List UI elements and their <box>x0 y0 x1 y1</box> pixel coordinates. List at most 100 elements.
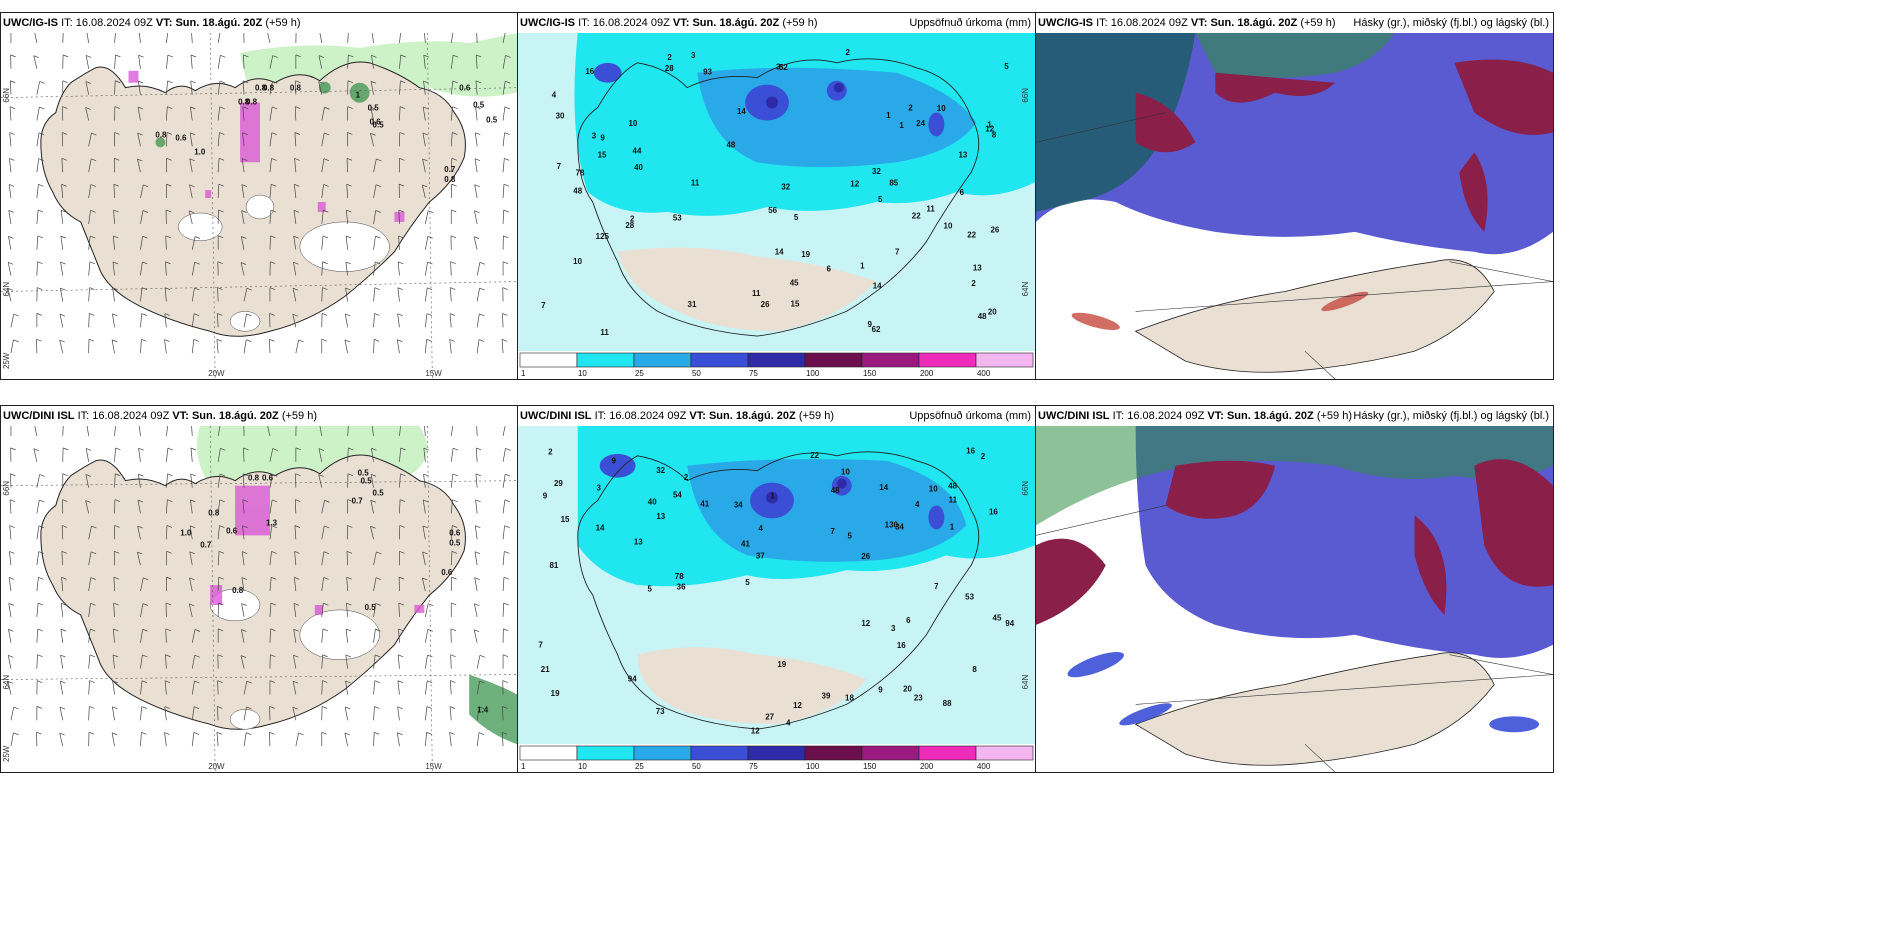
wind-barb <box>397 261 400 276</box>
wind-barb <box>140 732 142 747</box>
wind-barb-flag <box>112 654 119 658</box>
wind-barb <box>397 313 400 328</box>
wind-barb <box>399 33 401 43</box>
glacier <box>299 609 380 660</box>
precip-value: 34 <box>734 501 743 510</box>
wind-barb-flag <box>113 628 119 632</box>
wind-barb-flag <box>476 54 482 58</box>
wind-barb <box>140 339 142 354</box>
wind-barb <box>191 655 196 669</box>
wind-barb-flag <box>194 287 200 291</box>
wind-barb <box>164 706 167 721</box>
wind-barb-flag <box>62 447 69 451</box>
colorbar-label: 25 <box>635 369 644 378</box>
wind-barb-flag <box>293 654 299 658</box>
map-area <box>1036 33 1553 379</box>
colorbar-label: 25 <box>635 762 644 771</box>
precip-value: 2 <box>548 447 553 456</box>
wind-barb-flag <box>318 448 325 451</box>
wind-barb <box>191 732 195 747</box>
wind-barb <box>502 209 505 224</box>
wind-barb-flag <box>10 54 16 58</box>
wind-barb-flag <box>189 577 195 581</box>
wind-barb-flag <box>166 183 172 187</box>
wind-barb-flag <box>473 629 480 632</box>
precip-value: 48 <box>948 482 957 491</box>
precip-value: 3 <box>776 62 781 71</box>
precip-value: 45 <box>790 279 799 288</box>
wind-barb-flag <box>371 54 377 58</box>
colorbar: 1 10 25 50 75 100 150 200 400 <box>518 351 1035 379</box>
wind-barb <box>243 339 247 354</box>
wind-barb <box>88 133 92 147</box>
wind-barb <box>88 158 92 173</box>
wind-barb-flag <box>502 261 509 264</box>
wind-barb-flag <box>322 654 328 658</box>
wind-barb-flag <box>220 447 226 451</box>
precip-value: 1.3 <box>266 518 278 527</box>
precip-value: 30 <box>556 112 565 121</box>
wind-barb-flag <box>241 629 247 632</box>
wind-barb-flag <box>502 680 508 683</box>
wind-barb <box>294 132 297 147</box>
wind-barb <box>86 33 90 43</box>
wind-barb-flag <box>423 106 429 110</box>
precip-peak <box>766 478 847 504</box>
wind-barb-flag <box>475 473 482 477</box>
wind-barb <box>140 680 143 695</box>
wind-barb <box>321 287 323 302</box>
wind-barb-flag <box>374 261 381 265</box>
wind-barb-flag <box>217 261 223 264</box>
wind-barb <box>318 81 323 95</box>
wind-barb <box>34 33 38 44</box>
precip-value: 81 <box>549 561 558 570</box>
wind-barb-flag <box>219 106 225 110</box>
wind-barb <box>346 158 349 173</box>
wind-barb <box>269 235 271 250</box>
wind-barb-flag <box>88 338 95 342</box>
wind-barb <box>425 236 429 250</box>
wind-barb-flag <box>423 473 429 477</box>
panel-bottom-right: UWC/DINI ISL IT: 16.08.2024 09Z VT: Sun.… <box>1035 405 1554 773</box>
wind-barb <box>36 235 39 250</box>
wind-barb <box>373 313 375 328</box>
wind-barb <box>269 184 272 199</box>
wind-barb-flag <box>142 210 149 213</box>
precip-value: 94 <box>628 674 637 683</box>
wind-barb-flag <box>240 262 247 265</box>
glacier <box>178 212 223 242</box>
wind-barb <box>321 107 325 121</box>
wind-barb <box>321 654 324 669</box>
wind-barb <box>373 184 377 199</box>
iceland-landmass <box>40 454 466 730</box>
wind-barb <box>346 603 349 617</box>
wind-barb-flag <box>114 550 120 554</box>
lead-time: (+59 h) <box>782 17 818 29</box>
low-cloud <box>1071 291 1369 330</box>
precip-value: 15 <box>598 151 607 160</box>
wind-barb <box>243 681 248 695</box>
wind-barb <box>33 448 38 462</box>
wind-barb <box>421 184 426 199</box>
wind-barb-flag <box>62 106 68 109</box>
wind-barb-flag <box>347 132 353 135</box>
precip-value: 0.8 <box>444 175 456 184</box>
wind-barb-flag <box>138 54 144 58</box>
wind-barb-flag <box>10 473 16 477</box>
wind-barb-flag <box>90 209 96 213</box>
precip-value: 1.0 <box>194 147 206 156</box>
wind-barb <box>321 132 325 147</box>
precip-value: 0.6 <box>441 568 453 577</box>
wind-barb-flag <box>502 654 509 657</box>
iceland-outline <box>577 58 980 337</box>
wind-barb <box>321 551 325 566</box>
wind-barb-flag <box>190 447 197 451</box>
wind-barb-flag <box>61 209 67 213</box>
wind-barb-flag <box>112 313 118 317</box>
wind-barb <box>345 680 349 695</box>
precip-value: 13 <box>656 512 665 521</box>
wind-barb-flag <box>241 577 247 580</box>
wind-barb <box>344 339 348 354</box>
precip-value: 0.6 <box>175 133 187 142</box>
precip-value: 94 <box>1005 619 1014 628</box>
